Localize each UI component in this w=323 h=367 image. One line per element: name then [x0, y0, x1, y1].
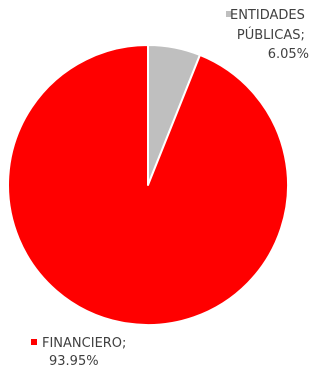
label-line-percent-financiero: 93.95%: [49, 354, 99, 367]
label-line-publicas: PÚBLICAS;: [237, 27, 305, 43]
label-line-percent-entidades: 6.05%: [268, 47, 309, 62]
slice-label-text-financiero: FINANCIERO; 93.95%: [42, 336, 131, 367]
pie-slice-financiero: [7, 44, 290, 326]
label-line-entidades: ENTIDADES: [230, 8, 305, 23]
slice-label-financiero: FINANCIERO; 93.95%: [31, 336, 131, 367]
slice-label-entidades-publicas: ENTIDADES PÚBLICAS; 6.05%: [226, 8, 309, 62]
slice-label-text-entidades-publicas: ENTIDADES PÚBLICAS; 6.05%: [230, 8, 309, 62]
label-line-financiero: FINANCIERO;: [42, 336, 126, 351]
pie-slices: [7, 44, 290, 326]
legend-marker-entidades-publicas: [226, 11, 232, 17]
legend-marker-financiero: [31, 339, 37, 345]
